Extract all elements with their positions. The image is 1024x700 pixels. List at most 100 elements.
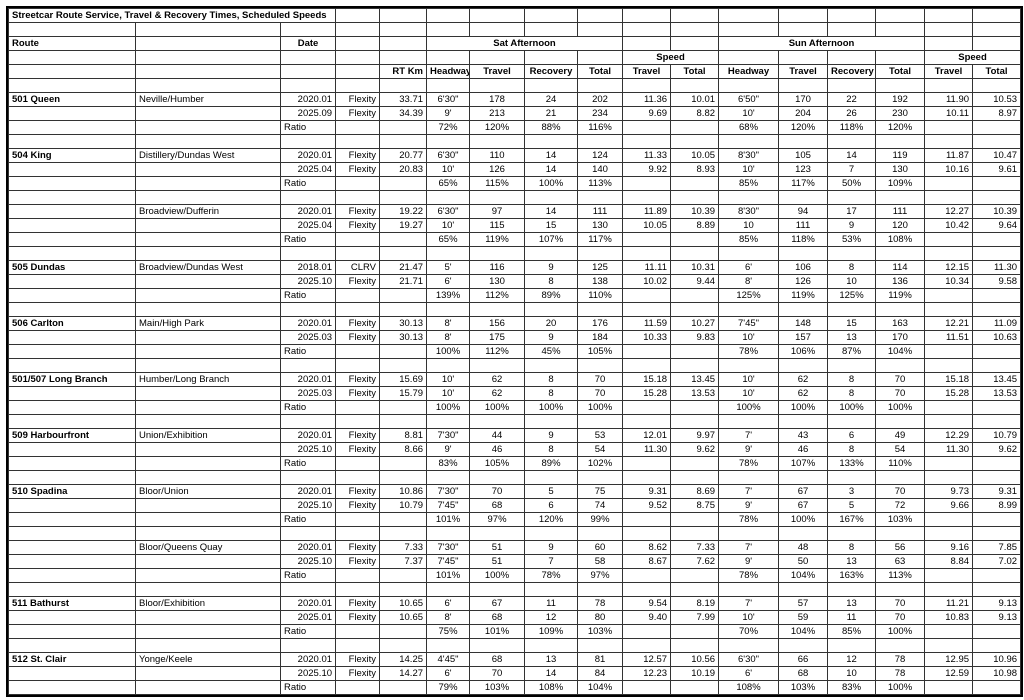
empty-cell xyxy=(8,498,136,513)
data-cell: 70 xyxy=(577,386,624,401)
empty-cell xyxy=(924,8,974,23)
data-cell: 170 xyxy=(875,330,926,345)
ratio-cell: 100% xyxy=(426,344,471,359)
empty-cell xyxy=(8,246,136,261)
empty-cell xyxy=(778,358,829,373)
ratio-cell: 107% xyxy=(524,232,579,247)
data-cell: 10.63 xyxy=(972,330,1022,345)
ratio-cell: 50% xyxy=(827,176,877,191)
empty-cell xyxy=(875,50,926,65)
empty-cell xyxy=(469,470,526,485)
data-cell: 20.77 xyxy=(379,148,428,163)
data-cell: 136 xyxy=(875,274,926,289)
empty-cell xyxy=(135,666,281,681)
empty-cell xyxy=(135,232,281,247)
ratio-cell: 65% xyxy=(426,232,471,247)
empty-cell xyxy=(827,22,877,37)
ratio-label: Ratio xyxy=(279,120,337,135)
empty-cell xyxy=(469,526,526,541)
empty-cell xyxy=(924,176,974,191)
data-cell: 2020.01 xyxy=(279,372,337,387)
empty-cell xyxy=(718,582,780,597)
ratio-cell: 119% xyxy=(469,232,526,247)
empty-cell xyxy=(335,582,381,597)
empty-cell xyxy=(379,246,428,261)
empty-cell xyxy=(135,134,281,149)
data-cell: 10' xyxy=(718,386,780,401)
ratio-cell: 139% xyxy=(426,288,471,303)
column-header: Travel xyxy=(778,64,829,79)
ratio-label: Ratio xyxy=(279,344,337,359)
ratio-cell: 97% xyxy=(577,568,624,583)
data-cell: 70 xyxy=(875,386,926,401)
empty-cell xyxy=(875,582,926,597)
empty-cell xyxy=(426,190,471,205)
ratio-row: Ratio 100% 112% 45% 105% 78% 106% 87% 104% xyxy=(8,344,1022,359)
data-cell: 50 xyxy=(778,554,829,569)
data-cell: 148 xyxy=(778,316,829,331)
empty-cell xyxy=(972,288,1022,303)
data-cell: 7.85 xyxy=(972,540,1022,555)
ratio-row: Ratio 65% 115% 100% 113% 85% 117% 50% 109% xyxy=(8,176,1022,191)
empty-cell xyxy=(670,456,720,471)
ratio-cell: 65% xyxy=(426,176,471,191)
blank-row xyxy=(8,582,1022,597)
data-cell: 8.89 xyxy=(670,218,720,233)
empty-cell xyxy=(972,78,1022,93)
data-cell: 9.13 xyxy=(972,610,1022,625)
data-cell: 51 xyxy=(469,554,526,569)
empty-cell xyxy=(426,22,471,37)
ratio-cell: 100% xyxy=(827,400,877,415)
data-cell: 2020.01 xyxy=(279,148,337,163)
data-cell: 2020.01 xyxy=(279,484,337,499)
header-row: Route Date Sat Afternoon Sun Afternoon xyxy=(8,36,1022,51)
empty-cell xyxy=(135,106,281,121)
data-cell: 8.97 xyxy=(972,106,1022,121)
data-cell: 46 xyxy=(469,442,526,457)
segment-name: Bloor/Union xyxy=(135,484,281,499)
empty-cell xyxy=(972,8,1022,23)
empty-cell xyxy=(524,414,579,429)
header-row: RT Km Headway Travel Recovery Total Travel Tot… xyxy=(8,64,1022,79)
empty-cell xyxy=(279,64,337,79)
ratio-cell: 83% xyxy=(426,456,471,471)
data-cell: 10.05 xyxy=(670,148,720,163)
blank-row xyxy=(8,638,1022,653)
data-cell: 7'45" xyxy=(426,498,471,513)
empty-cell xyxy=(379,50,428,65)
data-cell: 111 xyxy=(778,218,829,233)
data-cell: Flexity xyxy=(335,428,381,443)
data-cell: 10 xyxy=(827,274,877,289)
empty-cell xyxy=(8,568,136,583)
data-cell: 15.18 xyxy=(622,372,672,387)
data-cell: 72 xyxy=(875,498,926,513)
ratio-label: Ratio xyxy=(279,232,337,247)
data-row: 2025.10 Flexity 10.79 7'45" 68 6 74 9.52 8.75 9' 6… xyxy=(8,498,1022,513)
data-cell: 8 xyxy=(524,386,579,401)
empty-cell xyxy=(718,246,780,261)
data-row: 509 Harbourfront Union/Exhibition 2020.01 F… xyxy=(8,428,1022,443)
data-cell: 7'30" xyxy=(426,540,471,555)
segment-name: Yonge/Keele xyxy=(135,652,281,667)
data-cell: 11 xyxy=(524,596,579,611)
empty-cell xyxy=(778,638,829,653)
blank-row xyxy=(8,414,1022,429)
data-cell: 54 xyxy=(577,442,624,457)
data-cell: 213 xyxy=(469,106,526,121)
data-cell: 9.31 xyxy=(972,484,1022,499)
empty-cell xyxy=(279,302,337,317)
data-cell: 6'30" xyxy=(426,92,471,107)
data-cell: Flexity xyxy=(335,316,381,331)
data-cell: 62 xyxy=(778,386,829,401)
data-cell: 9.16 xyxy=(924,540,974,555)
data-cell: 192 xyxy=(875,92,926,107)
empty-cell xyxy=(469,302,526,317)
ratio-cell: 53% xyxy=(827,232,877,247)
ratio-label: Ratio xyxy=(279,288,337,303)
data-cell: 5' xyxy=(426,260,471,275)
data-cell: 9' xyxy=(718,442,780,457)
data-cell: 9.52 xyxy=(622,498,672,513)
data-cell: 6'30" xyxy=(718,652,780,667)
ratio-cell: 79% xyxy=(426,680,471,695)
empty-cell xyxy=(426,526,471,541)
